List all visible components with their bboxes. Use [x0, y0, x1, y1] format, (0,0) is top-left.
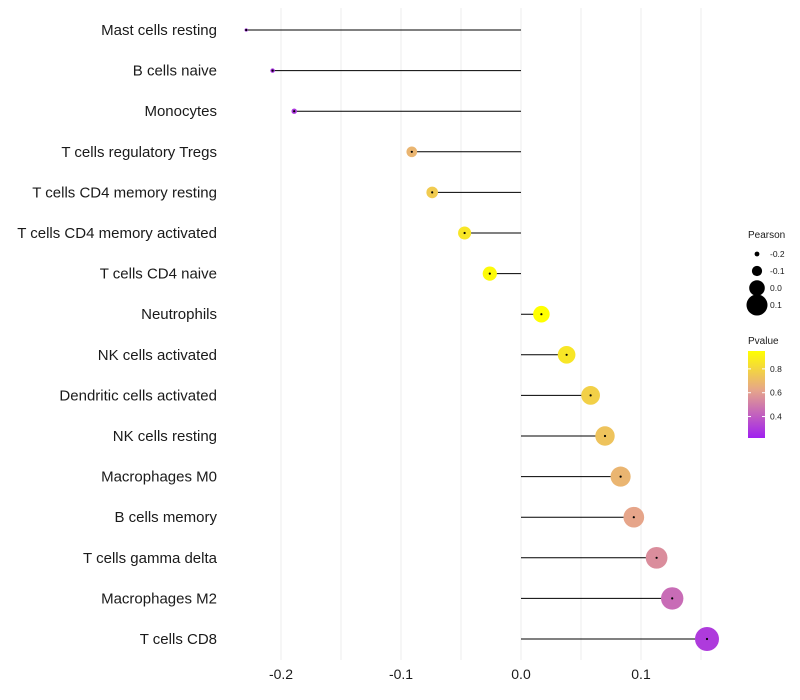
legend-size-label: -0.1 — [770, 266, 785, 276]
point-center-dot — [410, 150, 413, 153]
category-label: Neutrophils — [141, 306, 217, 323]
point-center-dot — [589, 394, 592, 397]
x-tick-label: 0.1 — [631, 666, 651, 682]
legend-color-label: 0.8 — [770, 364, 782, 374]
point-center-dot — [603, 434, 607, 438]
category-label: T cells gamma delta — [83, 550, 218, 567]
point-center-dot — [655, 556, 658, 559]
category-labels: Mast cells resting B cells naive Monocytes… — [17, 22, 217, 648]
point-center-dot — [488, 272, 491, 275]
category-label: T cells CD4 memory activated — [17, 225, 217, 242]
x-tick-label: 0.0 — [511, 666, 531, 682]
x-axis-ticks: -0.2 -0.1 0.0 0.1 — [269, 666, 651, 682]
point-center-dot — [463, 231, 466, 235]
legend-colorbar — [748, 351, 765, 438]
legend-color-title: Pvalue — [748, 336, 779, 347]
category-label: NK cells resting — [113, 428, 217, 445]
legend-size-label: 0.0 — [770, 283, 782, 293]
category-label: Macrophages M0 — [101, 469, 217, 486]
point-center-dot — [671, 597, 674, 600]
stems — [246, 29, 707, 640]
point-center-dot — [705, 637, 709, 641]
legend-color-label: 0.6 — [770, 388, 782, 398]
category-label: B cells naive — [133, 63, 217, 80]
legend-size-title: Pearson — [748, 230, 785, 241]
category-label: Dendritic cells activated — [59, 387, 217, 404]
point-center-dot — [619, 475, 622, 478]
category-label: Monocytes — [144, 103, 217, 120]
point-center-dot — [540, 313, 543, 316]
point-center-dot — [565, 353, 568, 356]
legend-size-circle — [751, 265, 763, 277]
legend-size-circle — [746, 294, 768, 316]
category-label: T cells CD4 memory resting — [32, 184, 217, 201]
legend-size-label: 0.1 — [770, 300, 782, 310]
point-center-dot — [632, 516, 635, 519]
legend-size-circle — [754, 251, 760, 257]
point-center-dot — [245, 28, 248, 32]
legend-colorbar-ticks: 0.4 0.6 0.8 — [748, 364, 782, 422]
category-label: Macrophages M2 — [101, 590, 217, 607]
category-label: Mast cells resting — [101, 22, 217, 39]
category-label: T cells regulatory Tregs — [61, 144, 217, 161]
point-center-dot — [271, 69, 274, 72]
legend-size-label: -0.2 — [770, 249, 785, 259]
legend: Pearson -0.2 -0.1 0.0 0.1 Pvalue 0.4 0.6 0.8 — [746, 230, 785, 438]
points — [244, 28, 719, 651]
legend-color-label: 0.4 — [770, 412, 782, 422]
x-tick-label: -0.2 — [269, 666, 293, 682]
point-center-dot — [431, 191, 434, 194]
legend-size-items: -0.2 -0.1 0.0 0.1 — [746, 249, 785, 316]
x-tick-label: -0.1 — [389, 666, 413, 682]
legend-size-circle — [749, 280, 765, 296]
category-label: T cells CD4 naive — [100, 266, 217, 283]
point-center-dot — [293, 110, 296, 113]
category-label: NK cells activated — [98, 347, 217, 364]
category-label: B cells memory — [114, 509, 217, 526]
grid — [280, 8, 702, 660]
category-label: T cells CD8 — [140, 631, 217, 648]
